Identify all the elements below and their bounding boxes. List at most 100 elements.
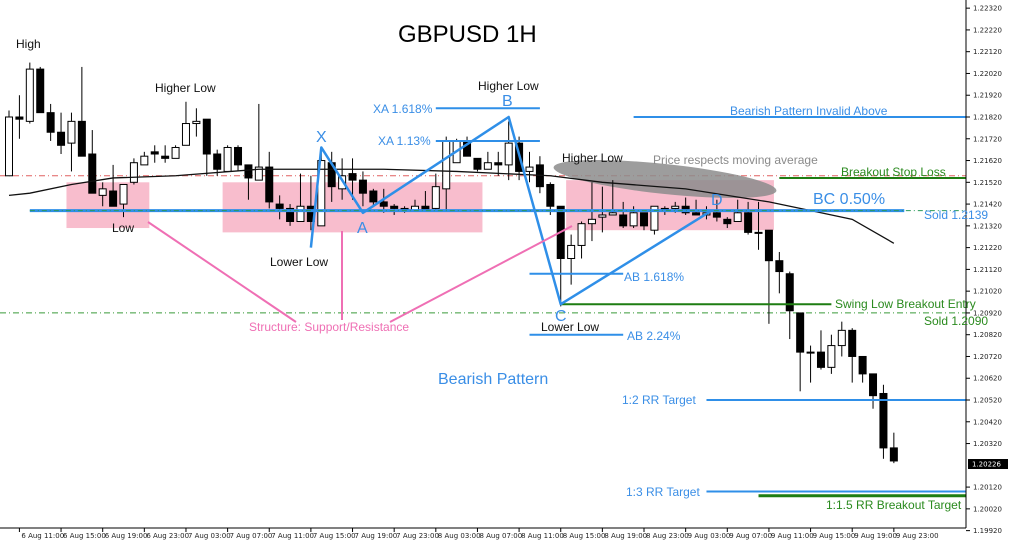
candle-body-bear	[546, 183, 555, 207]
candle	[234, 145, 243, 172]
candle	[567, 234, 576, 285]
connector-line	[147, 221, 297, 323]
candle	[77, 66, 86, 157]
candle-body-bear	[369, 190, 378, 203]
candle-body-bull	[598, 214, 607, 218]
candle-body-bear	[764, 229, 773, 262]
candle	[57, 112, 66, 155]
candle	[577, 221, 586, 259]
candle	[109, 164, 118, 207]
label-structure: Structure: Support/Resistance	[249, 320, 410, 334]
candle-body-bull	[25, 68, 34, 122]
candle-body-bull	[5, 116, 13, 177]
chart-title: GBPUSD 1H	[398, 21, 537, 48]
level-label-xa-113: XA 1.13%	[378, 134, 431, 148]
level-label-stop-loss: Breakout Stop Loss	[841, 165, 946, 179]
price-tick-label: 1.21620	[973, 157, 1002, 165]
pattern-point-c: C	[555, 308, 567, 325]
time-tick-label: 6 Aug 11:00	[21, 532, 64, 540]
price-tick-label: 1.22220	[973, 26, 1002, 34]
candle	[775, 251, 784, 294]
candle-body-bear	[879, 392, 888, 449]
candle-body-bull	[567, 244, 576, 260]
candle	[150, 145, 159, 163]
level-label-rr2: 1:2 RR Target	[622, 393, 696, 407]
candle	[46, 103, 55, 141]
time-tick-label: 7 Aug 11:00	[271, 532, 314, 540]
time-tick-label: 9 Aug 19:00	[854, 532, 897, 540]
candle-body-bull	[223, 146, 232, 172]
candle	[181, 101, 190, 146]
label-low: Low	[112, 221, 135, 235]
price-tick-label: 1.21120	[973, 266, 1002, 274]
time-tick-label: 8 Aug 11:00	[521, 532, 564, 540]
candle-body-bull	[67, 120, 76, 144]
candle-body-bear	[785, 273, 794, 312]
price-tick-label: 1.20020	[973, 505, 1002, 513]
candle	[816, 330, 825, 370]
candle	[5, 110, 13, 177]
candle	[15, 95, 24, 139]
candle-body-bear	[88, 153, 97, 194]
pattern-point-d: D	[711, 192, 723, 209]
candle	[202, 118, 211, 176]
structure-connectors	[147, 221, 573, 323]
time-tick-label: 9 Aug 11:00	[771, 532, 814, 540]
candle-body-bull	[504, 142, 513, 166]
level-label-sold-1-2090: Sold 1.2090	[924, 314, 989, 328]
candle-body-bear	[640, 212, 649, 227]
candle-body-bear	[692, 212, 701, 216]
level-label-bc: BC 0.50%	[813, 191, 886, 208]
candle-body-bull	[119, 183, 128, 205]
candle-body-bear	[619, 214, 628, 227]
candle-body-bear	[77, 120, 86, 157]
candle	[525, 151, 534, 183]
candle-body-bull	[254, 166, 263, 181]
price-tick-label: 1.20720	[973, 353, 1002, 361]
candle-body-bear	[712, 212, 721, 218]
candle-body-bear	[494, 162, 503, 166]
candle	[504, 121, 513, 181]
price-tick-label: 1.20320	[973, 440, 1002, 448]
time-tick-label: 8 Aug 15:00	[563, 532, 606, 540]
candle	[67, 112, 76, 172]
level-label-sold-1-2139: Sold 1.2139	[924, 208, 989, 222]
time-tick-label: 7 Aug 07:00	[230, 532, 273, 540]
candle-body-bull	[837, 329, 846, 347]
candle	[275, 195, 284, 220]
price-tick-label: 1.19920	[973, 527, 1002, 535]
candle-body-bull	[181, 123, 190, 146]
time-tick-label: 9 Aug 07:00	[729, 532, 772, 540]
candle-body-bear	[213, 153, 222, 170]
candle-body-bear	[348, 173, 357, 181]
candle-body-bear	[109, 190, 118, 207]
level-label-ab-224: AB 2.24%	[627, 329, 681, 343]
candle	[473, 157, 482, 172]
candle-body-bull	[431, 186, 440, 209]
candle-body-bear	[796, 312, 805, 353]
candle-body-bear	[358, 179, 367, 194]
candle	[286, 204, 295, 226]
candle-body-bear	[161, 155, 170, 159]
current-price-box	[968, 459, 1008, 470]
price-tick-label: 1.21020	[973, 288, 1002, 296]
candle	[88, 130, 97, 194]
candle	[837, 321, 846, 357]
price-tick-label: 1.21320	[973, 222, 1002, 230]
candle	[744, 201, 753, 235]
time-tick-label: 7 Aug 23:00	[396, 532, 439, 540]
time-tick-label: 8 Aug 23:00	[646, 532, 689, 540]
support-resistance-zone	[66, 182, 150, 229]
candle-body-bull	[442, 140, 451, 190]
candle-body-bear	[150, 151, 159, 155]
level-label-xa-1618: XA 1.618%	[373, 102, 433, 116]
candle	[764, 229, 773, 324]
time-tick-label: 8 Aug 03:00	[438, 532, 481, 540]
price-tick-label: 1.20420	[973, 418, 1002, 426]
pattern-point-x: X	[316, 129, 327, 146]
candle-body-bear	[744, 212, 753, 233]
candle	[858, 355, 867, 383]
candle	[848, 328, 857, 383]
